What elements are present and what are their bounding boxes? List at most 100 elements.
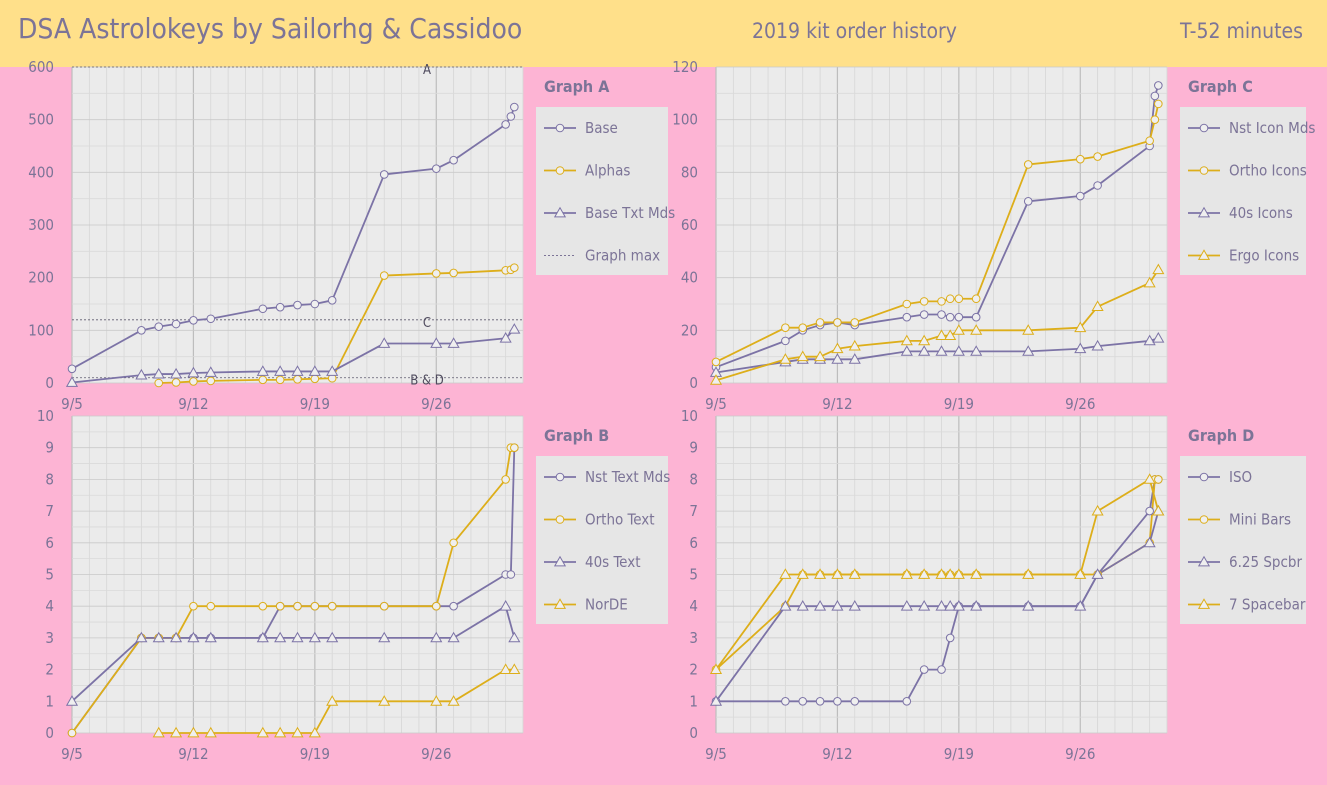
data-point xyxy=(499,663,512,674)
chart-title: Graph C xyxy=(1188,77,1253,96)
data-point xyxy=(258,304,268,314)
data-point xyxy=(326,695,339,706)
x-tick-label: 9/12 xyxy=(178,395,208,413)
x-tick-label: 9/19 xyxy=(944,745,974,763)
data-point xyxy=(154,378,164,388)
data-point xyxy=(1074,342,1087,354)
data-point xyxy=(506,570,516,579)
legend-marker xyxy=(553,206,567,218)
data-point xyxy=(902,299,912,309)
data-point xyxy=(1154,475,1163,484)
data-point xyxy=(900,345,913,356)
data-point xyxy=(918,334,931,346)
legend-label: Ortho Icons xyxy=(1229,162,1307,180)
data-point xyxy=(508,663,521,674)
data-point xyxy=(1022,568,1035,579)
x-tick-label: 9/5 xyxy=(705,745,727,763)
data-point xyxy=(447,695,460,706)
data-point xyxy=(848,599,861,611)
data-point xyxy=(1145,136,1154,146)
data-point xyxy=(952,599,965,611)
x-tick-label: 9/5 xyxy=(705,395,727,413)
y-tick-label: 500 xyxy=(28,111,54,129)
data-point xyxy=(274,726,287,738)
data-point xyxy=(1091,339,1104,351)
data-point xyxy=(798,323,808,333)
data-point xyxy=(937,310,946,319)
data-point xyxy=(902,312,912,322)
legend-marker xyxy=(553,598,567,609)
data-point xyxy=(796,350,809,362)
legend-label: Base Txt Mds xyxy=(585,204,675,222)
chart-c: 0 20 40 60 80 100 120 9/5 9/12 9/19 9/26 Graph C Nst… xyxy=(672,58,1315,413)
data-point xyxy=(293,375,302,384)
data-point xyxy=(67,728,77,738)
series-line xyxy=(71,605,516,702)
x-tick-label: 9/26 xyxy=(1065,395,1095,413)
data-point xyxy=(781,697,790,706)
x-tick-label: 9/5 xyxy=(61,745,83,763)
data-point xyxy=(189,377,198,386)
legend-label: Mini Bars xyxy=(1229,511,1291,529)
data-point xyxy=(935,345,948,356)
data-point xyxy=(831,342,844,354)
data-point xyxy=(327,601,337,611)
reference-line-label: B & D xyxy=(410,374,444,389)
data-point xyxy=(954,312,964,322)
data-point xyxy=(154,322,164,331)
y-tick-label: 2 xyxy=(45,661,54,679)
data-point xyxy=(275,375,285,385)
legend-marker xyxy=(553,555,567,567)
y-tick-label: 6 xyxy=(45,534,54,552)
data-point xyxy=(449,538,458,548)
legend-marker xyxy=(555,166,565,175)
data-point xyxy=(848,353,861,364)
data-point xyxy=(970,345,983,356)
legend-marker xyxy=(555,515,565,524)
chart-d: 0 1 2 3 4 5 6 7 8 9 10 9/5 9/12 9/19 9/26 Graph D ISO Min… xyxy=(681,407,1306,763)
y-tick-label: 1 xyxy=(689,692,698,710)
data-point xyxy=(831,599,844,611)
x-tick-label: 9/26 xyxy=(1065,745,1095,763)
y-tick-label: 80 xyxy=(681,163,698,181)
data-point xyxy=(1022,345,1035,356)
y-tick-label: 0 xyxy=(45,724,54,742)
data-point xyxy=(848,339,861,351)
y-tick-label: 20 xyxy=(681,321,698,339)
data-point xyxy=(431,601,441,611)
legend-box xyxy=(536,107,668,275)
legend-marker xyxy=(1199,123,1209,133)
data-point xyxy=(944,599,957,611)
y-tick-label: 6 xyxy=(689,534,698,552)
data-point xyxy=(944,329,957,340)
y-tick-label: 10 xyxy=(37,407,54,425)
data-point xyxy=(900,599,913,611)
data-point xyxy=(449,155,458,165)
data-point xyxy=(937,297,946,306)
data-point xyxy=(501,120,510,129)
data-point xyxy=(970,324,983,335)
data-point xyxy=(204,631,217,643)
data-point xyxy=(1150,91,1160,101)
legend-label: Ergo Icons xyxy=(1229,247,1299,265)
chart-a: 0 100 200 300 400 500 600 9/5 9/12 9/19 9/26 A C B & … xyxy=(28,58,675,413)
data-point xyxy=(1143,536,1156,548)
data-point xyxy=(135,368,148,380)
data-point xyxy=(256,365,269,376)
data-point xyxy=(1075,154,1085,164)
data-point xyxy=(379,601,389,611)
y-tick-label: 60 xyxy=(681,216,698,234)
data-point xyxy=(831,568,844,579)
legend-label: Alphas xyxy=(585,162,630,180)
legend-label: ISO xyxy=(1229,468,1252,486)
data-point xyxy=(815,318,825,327)
y-tick-label: 9 xyxy=(689,439,698,457)
data-point xyxy=(833,697,842,706)
data-point xyxy=(1075,191,1085,201)
data-point xyxy=(945,312,955,322)
reference-line-label: A xyxy=(423,63,431,78)
data-point xyxy=(902,697,912,706)
data-point xyxy=(779,568,792,579)
data-point xyxy=(291,631,304,643)
data-point xyxy=(798,697,808,706)
